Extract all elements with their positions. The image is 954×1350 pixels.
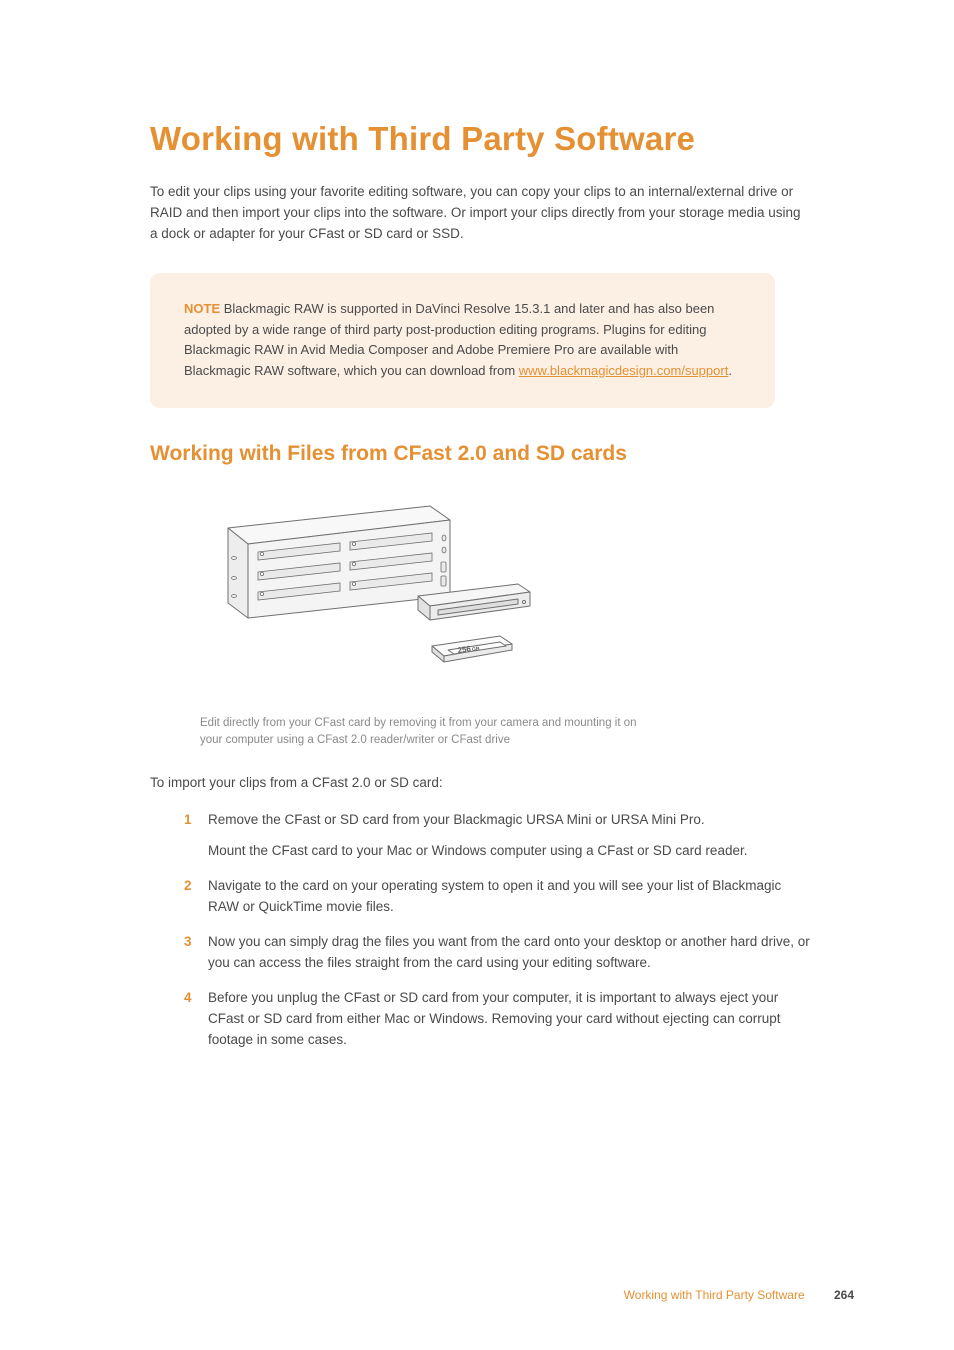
intro-paragraph: To edit your clips using your favorite e…	[150, 182, 810, 245]
cfast-reader-illustration: 256GB	[200, 488, 540, 698]
section-heading: Working with Files from CFast 2.0 and SD…	[150, 442, 854, 466]
step-text: Before you unplug the CFast or SD card f…	[208, 988, 810, 1051]
note-text: NOTE Blackmagic RAW is supported in DaVi…	[184, 299, 741, 382]
steps-lead: To import your clips from a CFast 2.0 or…	[150, 773, 854, 794]
note-label: NOTE	[184, 301, 220, 316]
step-text: Now you can simply drag the files you wa…	[208, 932, 810, 974]
support-link[interactable]: www.blackmagicdesign.com/support	[519, 363, 729, 378]
figure-caption: Edit directly from your CFast card by re…	[200, 715, 640, 750]
page-footer: Working with Third Party Software 264	[624, 1288, 854, 1302]
step-item: 2 Navigate to the card on your operating…	[190, 876, 810, 918]
step-text: Mount the CFast card to your Mac or Wind…	[208, 841, 810, 862]
footer-title: Working with Third Party Software	[624, 1288, 805, 1302]
document-page: Working with Third Party Software To edi…	[0, 0, 954, 1350]
steps-list: 1 Remove the CFast or SD card from your …	[150, 810, 810, 1050]
step-number: 4	[184, 988, 192, 1009]
step-number: 3	[184, 932, 192, 953]
step-number: 1	[184, 810, 192, 831]
footer-page-number: 264	[834, 1288, 854, 1302]
step-item: 3 Now you can simply drag the files you …	[190, 932, 810, 974]
page-title: Working with Third Party Software	[150, 120, 854, 158]
step-number: 2	[184, 876, 192, 897]
step-item: 1 Remove the CFast or SD card from your …	[190, 810, 810, 862]
step-text: Navigate to the card on your operating s…	[208, 876, 810, 918]
step-item: 4 Before you unplug the CFast or SD card…	[190, 988, 810, 1051]
step-text: Remove the CFast or SD card from your Bl…	[208, 810, 810, 831]
note-body-after: .	[728, 363, 732, 378]
note-callout: NOTE Blackmagic RAW is supported in DaVi…	[150, 273, 775, 408]
cfast-reader-figure: 256GB	[200, 488, 854, 703]
